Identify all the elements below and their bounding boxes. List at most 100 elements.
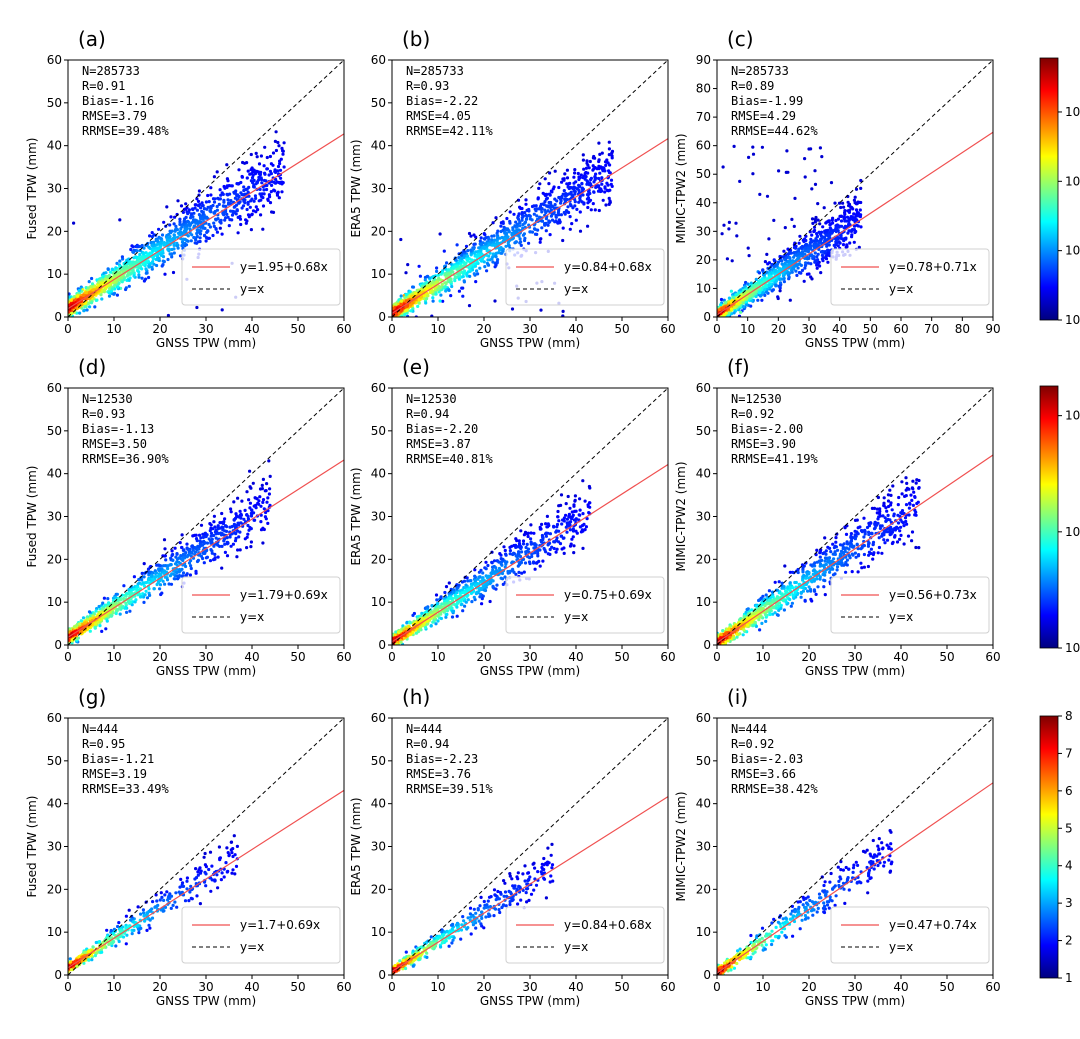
scatter-point [581,153,585,157]
scatter-point [547,192,552,196]
scatter-point [226,215,230,219]
scatter-point [215,208,219,212]
scatter-point [560,180,564,184]
scatter-point [137,270,141,274]
scatter-point [485,249,489,253]
scatter-point [839,205,843,210]
scatter-point [605,158,609,162]
scatter-point [206,236,210,240]
scatter-point [812,229,816,234]
scatter-point [722,223,726,227]
scatter-point [239,222,243,227]
scatter-point [187,208,191,212]
scatter-point [490,238,494,242]
scatter-point [540,210,544,214]
scatter-point [756,298,760,302]
scatter-point [568,202,573,207]
scatter-point [276,164,281,169]
scatter-point [154,249,158,253]
scatter-point [221,204,225,208]
x-tick-label: 0 [713,322,721,336]
scatter-point [727,220,732,224]
scatter-point [166,313,170,317]
scatter-point [765,194,770,198]
scatter-point [196,199,201,203]
scatter-point [751,145,755,149]
scatter-point [605,188,609,192]
scatter-point [824,221,828,225]
scatter-point [104,627,108,631]
scatter-point [549,203,553,207]
scatter-point [521,226,525,230]
scatter-point [223,542,227,546]
scatter-point [434,292,438,296]
scatter-point [438,299,442,303]
scatter-point [581,158,586,162]
scatter-point [172,251,176,255]
scatter-point [593,208,597,212]
scatter-point [140,243,144,248]
scatter-point [745,296,749,300]
scatter-point [847,221,851,225]
scatter-point [171,270,176,275]
scatter-point [129,271,134,275]
scatter-point [266,521,270,526]
scatter-point [242,185,246,189]
x-tick-label: 10 [430,322,445,336]
scatter-point [92,612,96,616]
scatter-point [116,282,121,286]
scatter-point [190,212,194,216]
scatter-point [140,267,144,271]
legend-box [830,248,990,306]
scatter-point [265,187,269,192]
scatter-point [826,260,830,264]
scatter-point [251,481,255,485]
scatter-point [79,296,83,300]
scatter-point [562,189,566,193]
scatter-point [483,265,487,269]
scatter-point [248,205,252,209]
scatter-point [751,172,755,176]
scatter-point [748,294,752,298]
scatter-point [493,265,497,269]
scatter-point [233,191,237,195]
scatter-point [567,192,572,196]
scatter-point [440,270,444,274]
scatter-point [858,213,863,217]
scatter-point [277,196,281,200]
scatter-point [147,265,151,269]
scatter-point [810,277,814,281]
scatter-point [856,211,861,215]
scatter-point [788,298,792,302]
scatter-point [787,259,791,264]
scatter-point [425,294,430,298]
scatter-point [128,276,132,280]
scatter-point [567,182,571,186]
scatter-point [426,274,430,278]
scatter-point [246,169,250,173]
scatter-point [446,268,450,272]
scatter-point [118,218,122,222]
x-tick-label: 50 [863,322,878,336]
scatter-point [130,260,134,264]
scatter-point [274,177,278,181]
scatter-point [818,146,823,150]
scatter-point [132,575,136,579]
scatter-point [167,247,171,251]
scatter-point [169,215,173,219]
scatter-point [780,259,784,263]
scatter-point [135,249,139,253]
scatter-point [277,144,281,148]
scatter-point [243,508,247,512]
scatter-point [815,232,819,236]
scatter-point [556,211,561,215]
scatter-point [169,582,174,586]
scatter-point [794,269,798,273]
scatter-point [88,305,92,309]
scatter-point [261,477,265,481]
scatter-point [564,209,569,213]
scatter-point [217,202,221,206]
scatter-point [270,183,274,187]
stat-text: RRMSE=39.48% [82,124,169,138]
scatter-point [195,197,199,201]
